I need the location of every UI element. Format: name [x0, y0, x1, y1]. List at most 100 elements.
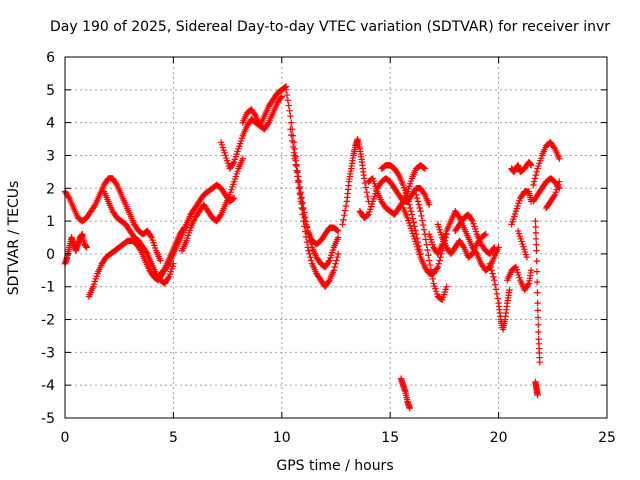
- series-track-ae: [514, 227, 530, 261]
- data-point: [297, 189, 305, 196]
- data-point: [455, 213, 462, 220]
- series-track-ab: [397, 375, 413, 412]
- data-point: [83, 244, 90, 251]
- data-point: [164, 261, 172, 269]
- data-point: [415, 201, 423, 208]
- x-tick-label: 10: [273, 430, 291, 446]
- data-point: [157, 257, 164, 264]
- data-point: [410, 219, 417, 226]
- data-point: [282, 86, 290, 94]
- data-point: [306, 250, 313, 258]
- data-point: [536, 359, 543, 366]
- data-point: [429, 275, 436, 283]
- data-point: [420, 190, 428, 197]
- data-point: [491, 281, 499, 288]
- data-point: [530, 181, 537, 189]
- data-point: [534, 289, 541, 296]
- data-point: [527, 267, 535, 274]
- data-point: [230, 160, 237, 167]
- data-point: [418, 212, 425, 220]
- series-track-v: [504, 263, 535, 294]
- data-point: [294, 173, 301, 180]
- series-track-l: [339, 135, 372, 228]
- data-point: [491, 276, 498, 284]
- data-point: [426, 261, 434, 269]
- data-point: [459, 242, 467, 250]
- data-point: [297, 195, 305, 202]
- data-point: [550, 144, 558, 151]
- data-point: [363, 189, 370, 196]
- series-track-o: [378, 162, 424, 258]
- series-track-h: [239, 93, 285, 133]
- y-tick-label: -2: [41, 313, 55, 329]
- data-point: [362, 184, 370, 191]
- data-point: [300, 204, 307, 212]
- data-point: [532, 235, 540, 243]
- y-tick-label: -4: [41, 378, 55, 394]
- data-point: [424, 246, 431, 254]
- data-point: [411, 223, 418, 230]
- data-point: [308, 257, 315, 264]
- data-point: [443, 283, 450, 290]
- x-tick-label: 20: [490, 430, 508, 446]
- data-point: [420, 164, 428, 172]
- data-point: [506, 286, 513, 294]
- data-point: [533, 247, 540, 254]
- series-track-b: [61, 231, 90, 267]
- data-point: [364, 193, 371, 201]
- series-track-u: [486, 260, 513, 333]
- data-point: [425, 252, 432, 259]
- data-point: [492, 286, 500, 293]
- data-point: [419, 221, 427, 229]
- series-track-aa: [543, 178, 563, 212]
- chart-title: Day 190 of 2025, Sidereal Day-to-day VTE…: [50, 19, 610, 35]
- series-track-x: [508, 158, 535, 176]
- data-point: [394, 170, 402, 178]
- data-point: [426, 201, 433, 208]
- data-point: [530, 178, 538, 185]
- tick-layer: 0 5 10 15 20 25 -5 -4 -3 -2 -1 0 1 2 3 4 5 6: [41, 50, 616, 446]
- data-point: [264, 120, 272, 128]
- data-point: [404, 194, 411, 202]
- x-axis-title: GPS time / hours: [276, 458, 393, 474]
- data-point: [531, 175, 539, 182]
- data-marks-layer: [61, 83, 563, 412]
- data-point: [286, 107, 293, 115]
- data-point: [406, 204, 414, 212]
- data-point: [300, 211, 307, 218]
- data-point: [285, 102, 292, 109]
- y-tick-label: 5: [46, 83, 55, 99]
- data-point: [296, 190, 304, 197]
- data-point: [421, 165, 429, 172]
- series-track-t: [452, 211, 498, 258]
- data-point: [299, 199, 306, 206]
- data-point: [295, 179, 302, 186]
- data-point: [481, 231, 488, 239]
- data-point: [288, 131, 295, 139]
- y-tick-label: 2: [46, 181, 55, 197]
- data-point: [532, 229, 540, 237]
- data-point: [305, 247, 312, 254]
- data-point: [295, 178, 303, 185]
- data-point: [301, 214, 308, 222]
- data-point: [298, 194, 305, 201]
- data-point: [303, 224, 311, 231]
- data-point: [434, 263, 442, 271]
- series-track-ac: [532, 217, 543, 366]
- data-point: [277, 94, 285, 101]
- data-point: [534, 391, 541, 399]
- data-point: [494, 295, 501, 302]
- data-point: [533, 241, 540, 248]
- data-point: [414, 198, 422, 205]
- data-point: [340, 216, 347, 223]
- data-point: [298, 200, 305, 208]
- data-point: [334, 253, 341, 261]
- data-point: [361, 179, 369, 187]
- data-point: [251, 111, 259, 118]
- y-tick-label: 3: [46, 148, 55, 164]
- data-point: [278, 93, 285, 100]
- data-point: [550, 192, 558, 200]
- y-tick-label: 6: [46, 50, 55, 66]
- data-point: [325, 278, 332, 285]
